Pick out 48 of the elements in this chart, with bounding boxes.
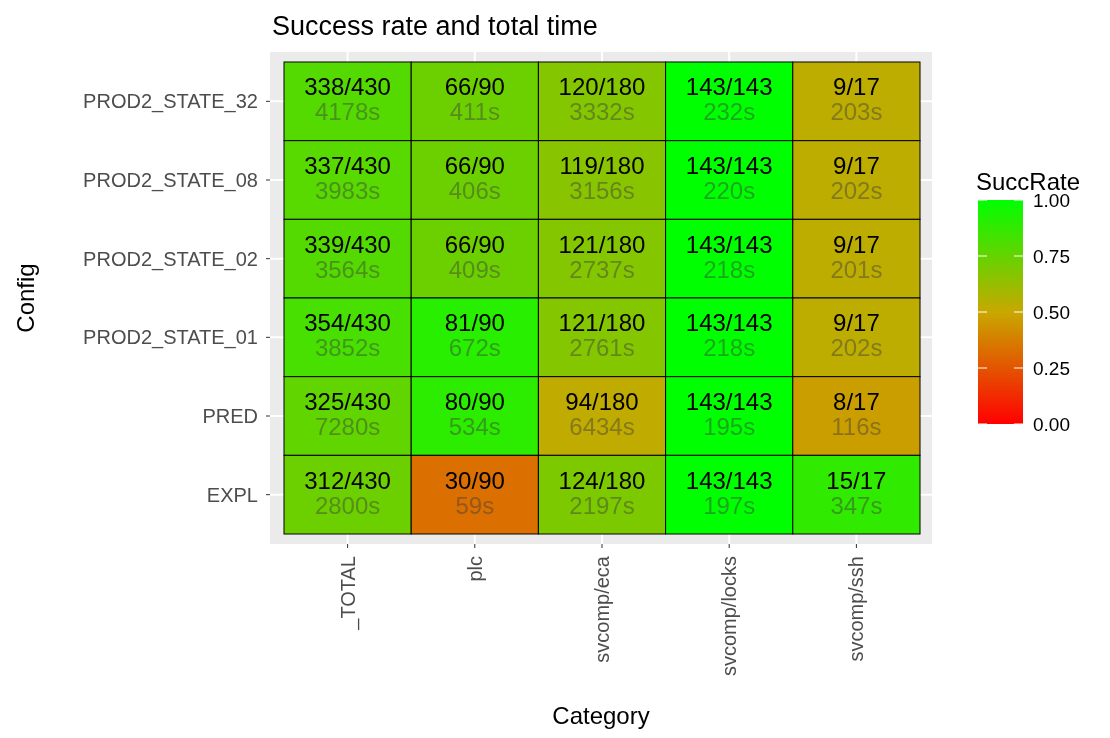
data-label: 94/180 6434s (565, 388, 639, 440)
data-label: 121/180 2737s (558, 230, 646, 283)
data-label: 120/180 3332s (558, 73, 646, 126)
data-label: 143/143 218s (685, 309, 773, 362)
data-label: 8/17 116s (831, 388, 882, 440)
y-tick-label: PROD2_STATE_08 (83, 169, 258, 192)
color-bar-label: 0.25 (1033, 358, 1070, 379)
data-label: 325/430 7280s (304, 388, 391, 440)
y-tick-label: PROD2_STATE_32 (83, 90, 258, 114)
data-label: 80/90 534s (444, 388, 505, 440)
chart-title: Success rate and total time (272, 11, 598, 41)
x-axis-title: Category (552, 702, 650, 729)
color-bar-label: 0.00 (1033, 414, 1070, 435)
x-tick-label: _TOTAL (336, 556, 360, 631)
data-label: 66/90 406s (444, 152, 505, 204)
data-label: 9/17 202s (830, 152, 883, 204)
data-label: 9/17 201s (830, 230, 883, 283)
data-label: 143/143 220s (685, 152, 773, 204)
x-tick-label: svcomp/eca (591, 555, 613, 663)
data-label: 9/17 203s (830, 73, 883, 126)
data-label: 15/17 347s (826, 466, 887, 519)
y-tick-label: EXPL (206, 483, 258, 506)
data-label: 124/180 2197s (558, 466, 646, 519)
x-tick-label: svcomp/ssh (845, 556, 868, 662)
data-label: 143/143 197s (685, 466, 773, 519)
data-label: 66/90 409s (444, 230, 505, 283)
color-bar-label: 0.75 (1033, 246, 1070, 267)
data-label: 121/180 2761s (558, 309, 646, 362)
x-tick-label: svcomp/locks (718, 556, 741, 677)
data-label: 354/430 3852s (304, 309, 391, 362)
y-tick-label: PROD2_STATE_01 (83, 326, 258, 350)
data-label: 337/430 3983s (304, 152, 391, 204)
data-label: 338/430 4178s (304, 73, 391, 126)
y-tick-label: PRED (202, 405, 258, 427)
color-bar-label: 0.50 (1033, 302, 1070, 323)
y-tick-label: PROD2_STATE_02 (83, 247, 258, 271)
data-label: 143/143 218s (685, 230, 773, 283)
data-label: 9/17 202s (830, 309, 883, 362)
y-axis-title: Config (12, 263, 39, 333)
data-label: 81/90 672s (444, 309, 505, 362)
x-tick-label: plc (463, 556, 486, 582)
data-label: 119/180 3156s (559, 152, 645, 204)
data-label: 143/143 195s (685, 388, 773, 440)
data-label: 339/430 3564s (304, 230, 391, 283)
data-label: 66/90 411s (444, 73, 505, 126)
data-label: 312/430 2800s (304, 466, 391, 519)
data-label: 30/90 59s (444, 466, 505, 519)
data-label: 143/143 232s (685, 73, 773, 126)
